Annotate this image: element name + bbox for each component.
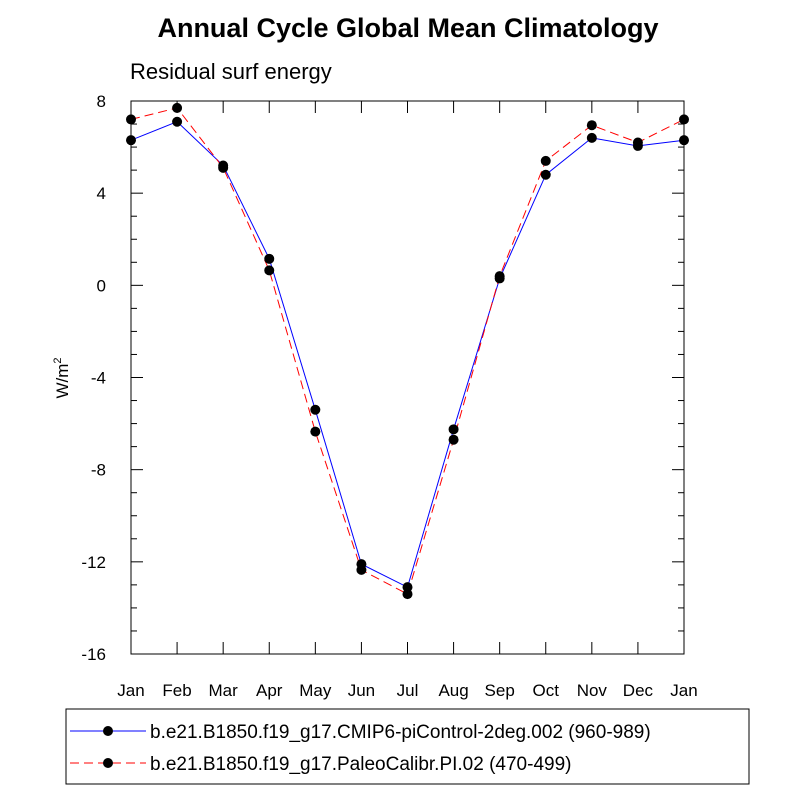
y-tick-label: 4 bbox=[97, 184, 106, 203]
y-tick-label: -8 bbox=[91, 461, 106, 480]
x-tick-label: Jan bbox=[670, 681, 697, 700]
series-line-1 bbox=[130, 121, 685, 588]
x-tick-label: Aug bbox=[438, 681, 468, 700]
y-tick-label: -4 bbox=[91, 369, 106, 388]
axis-ticks: -16 -12 -8 -4 0 4 8 Jan Feb Mar Apr May Jun Jul Aug Sep… bbox=[81, 92, 697, 700]
x-tick-label: Apr bbox=[256, 681, 283, 700]
chart-title: Annual Cycle Global Mean Climatology bbox=[157, 13, 658, 43]
series-2-point bbox=[310, 426, 321, 437]
y-axis-label: W/m2 bbox=[52, 357, 72, 398]
x-tick-label: Nov bbox=[577, 681, 608, 700]
series-1-point bbox=[172, 116, 183, 127]
series-2-point bbox=[586, 120, 597, 131]
series-1-point bbox=[540, 169, 551, 180]
series-2-point bbox=[218, 162, 229, 173]
series-2-point bbox=[402, 589, 413, 600]
legend-marker-1 bbox=[103, 726, 113, 736]
x-tick-label: Jul bbox=[397, 681, 419, 700]
series-lines bbox=[130, 107, 685, 595]
series-1-point bbox=[310, 404, 321, 415]
series-2-point bbox=[540, 155, 551, 166]
series-2-point bbox=[356, 564, 367, 575]
legend-label-1: b.e21.B1850.f19_g17.CMIP6-piControl-2deg… bbox=[150, 722, 651, 743]
series-2-point bbox=[679, 114, 689, 125]
x-tick-label: Dec bbox=[623, 681, 654, 700]
series-2-point bbox=[448, 434, 459, 445]
plot-frame bbox=[130, 100, 685, 655]
chart-subtitle: Residual surf energy bbox=[130, 59, 332, 84]
y-tick-label: 8 bbox=[97, 92, 106, 111]
legend-box bbox=[65, 708, 750, 785]
y-tick-label: -16 bbox=[81, 645, 106, 664]
y-axis-label-superscript: 2 bbox=[52, 357, 64, 363]
x-tick-label: Feb bbox=[162, 681, 191, 700]
series-1-point bbox=[402, 582, 413, 593]
series-markers bbox=[126, 102, 689, 600]
series-line-2 bbox=[130, 107, 685, 595]
series-2-point bbox=[264, 265, 275, 276]
series-2-point bbox=[632, 137, 643, 148]
series-2-point bbox=[172, 102, 183, 113]
legend-label-2: b.e21.B1850.f19_g17.PaleoCalibr.PI.02 (4… bbox=[150, 754, 571, 775]
x-tick-label: May bbox=[299, 681, 332, 700]
series-2-point bbox=[126, 114, 136, 125]
y-tick-label: -12 bbox=[81, 553, 106, 572]
x-tick-label: Mar bbox=[209, 681, 239, 700]
legend-marker-2 bbox=[103, 758, 113, 768]
series-1-point bbox=[126, 135, 136, 146]
x-tick-label: Oct bbox=[533, 681, 560, 700]
series-1-point bbox=[448, 424, 459, 435]
legend: b.e21.B1850.f19_g17.CMIP6-piControl-2deg… bbox=[70, 722, 651, 775]
y-axis-label-text: W/m bbox=[53, 364, 72, 399]
x-tick-label: Jun bbox=[348, 681, 375, 700]
series-1-point bbox=[264, 253, 275, 264]
x-tick-label: Jan bbox=[117, 681, 144, 700]
series-1-point bbox=[586, 132, 597, 143]
series-1-point bbox=[679, 135, 689, 146]
series-2-point bbox=[494, 271, 505, 282]
x-tick-label: Sep bbox=[485, 681, 515, 700]
y-tick-label: 0 bbox=[97, 276, 106, 295]
